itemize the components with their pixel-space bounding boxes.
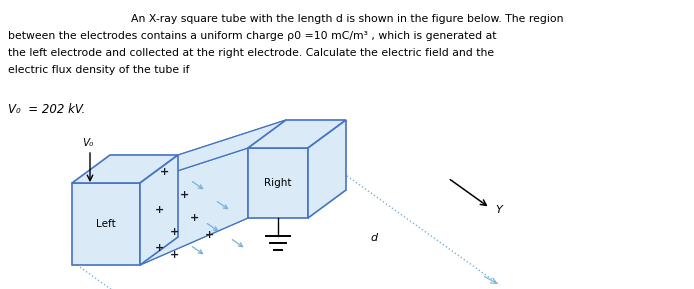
Text: V₀  = 202 kV.: V₀ = 202 kV. — [8, 103, 85, 116]
Text: d: d — [370, 233, 377, 243]
Text: +: + — [205, 230, 214, 240]
Text: +: + — [155, 205, 164, 215]
Polygon shape — [248, 148, 308, 218]
Polygon shape — [140, 148, 248, 265]
Text: +: + — [180, 190, 189, 200]
Text: Right: Right — [264, 178, 291, 188]
Polygon shape — [140, 120, 286, 183]
Text: between the electrodes contains a uniform charge ρ0 =10 mC/m³ , which is generat: between the electrodes contains a unifor… — [8, 31, 496, 41]
Polygon shape — [140, 120, 286, 183]
Text: An X-ray square tube with the length d is shown in the figure below. The region: An X-ray square tube with the length d i… — [130, 14, 564, 24]
Text: the left electrode and collected at the right electrode. Calculate the electric : the left electrode and collected at the … — [8, 48, 494, 58]
Polygon shape — [72, 155, 178, 183]
Text: Left: Left — [96, 219, 116, 229]
Text: Y: Y — [495, 205, 502, 215]
Polygon shape — [308, 120, 346, 218]
Text: V₀: V₀ — [83, 138, 94, 148]
Text: +: + — [155, 243, 164, 253]
Polygon shape — [248, 120, 346, 148]
Polygon shape — [72, 183, 140, 265]
Text: +: + — [160, 167, 169, 177]
Text: +: + — [170, 250, 180, 260]
Text: electric flux density of the tube if: electric flux density of the tube if — [8, 65, 189, 75]
Polygon shape — [140, 190, 286, 265]
Text: +: + — [170, 227, 180, 237]
Text: +: + — [190, 213, 200, 223]
Polygon shape — [140, 155, 178, 265]
